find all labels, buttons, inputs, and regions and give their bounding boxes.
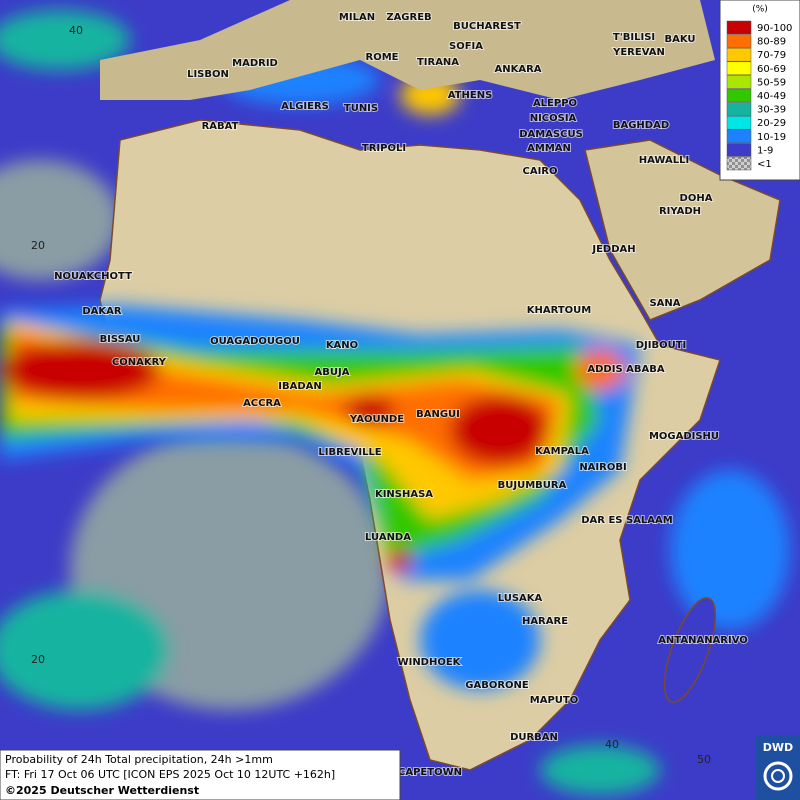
legend-swatch (726, 156, 752, 171)
legend-label: 70-79 (757, 50, 786, 61)
city-label: LUSAKA (498, 593, 543, 604)
city-label: DJIBOUTI (636, 340, 687, 351)
map-labels: MILAN ZAGREB BUCHAREST T'BILISI BAKU MADRID RO… (31, 11, 800, 779)
footer-copyright: ©2025 Deutscher Wetterdienst (5, 784, 199, 797)
city-label: BUJUMBURA (498, 480, 567, 491)
legend-swatch (726, 47, 752, 62)
city-label: ANTANANARIVO (658, 635, 748, 646)
legend-swatch (726, 129, 752, 144)
city-label: ROME (366, 52, 399, 63)
city-label: DAKAR (82, 306, 122, 317)
footer-title: Probability of 24h Total precipitation, … (5, 753, 273, 766)
legend-swatch (726, 143, 752, 157)
city-label: TIRANA (417, 57, 459, 68)
legend-title: (%) (752, 5, 768, 15)
logo-text: DWD (763, 741, 793, 754)
city-label: NAIROBI (579, 462, 626, 473)
city-label: NOUAKCHOTT (54, 271, 132, 282)
legend-label: 10-19 (757, 132, 786, 143)
city-label: LIBREVILLE (318, 447, 381, 458)
city-label: KAMPALA (535, 446, 589, 457)
city-label: KINSHASA (375, 489, 433, 500)
legend-label: <1 (757, 159, 772, 170)
city-label: ATHENS (448, 90, 493, 101)
legend-label: 50-59 (757, 77, 786, 88)
legend-swatch (726, 102, 752, 116)
legend-label: 40-49 (757, 91, 786, 102)
city-label: JEDDAH (591, 244, 635, 255)
city-label: DAMASCUS (519, 129, 583, 140)
city-label: CAPETOWN (398, 767, 462, 778)
city-label: ALGIERS (281, 101, 329, 112)
graticule-label: 50 (697, 753, 711, 766)
city-label: T'BILISI (613, 32, 655, 43)
legend-swatch (726, 20, 752, 35)
city-label: LUANDA (365, 532, 411, 543)
legend-swatch (726, 34, 752, 48)
city-label: NICOSIA (530, 113, 577, 124)
legend-label: 90-100 (757, 23, 792, 34)
legend-label: 30-39 (757, 105, 786, 116)
city-label: IBADAN (278, 381, 322, 392)
city-label: BAGHDAD (613, 120, 669, 131)
legend-swatch (726, 115, 752, 130)
city-label: KHARTOUM (527, 305, 592, 316)
legend-label: 20-29 (757, 118, 786, 129)
city-label: BISSAU (100, 334, 141, 345)
city-label: RIYADH (659, 206, 701, 217)
city-label: YEREVAN (612, 47, 665, 58)
city-label: ABUJA (315, 367, 350, 378)
city-label: SANA (649, 298, 680, 309)
footer: Probability of 24h Total precipitation, … (0, 749, 401, 800)
city-label: TRIPOLI (362, 143, 406, 154)
city-label: MILAN (339, 12, 375, 23)
city-label: OUAGADOUGOU (210, 336, 300, 347)
city-label: ALEPPO (533, 98, 577, 109)
legend-swatch (726, 61, 752, 76)
city-label: DOHA (680, 193, 713, 204)
legend-label: 1-9 (757, 145, 773, 156)
city-label: BUCHAREST (453, 21, 521, 32)
graticule-label: 40 (69, 24, 83, 37)
legend-swatch (726, 75, 752, 89)
city-label: KANO (326, 340, 358, 351)
city-label: GABORONE (465, 680, 529, 691)
city-label: ACCRA (243, 398, 281, 409)
city-label: TUNIS (344, 103, 378, 114)
city-label: MOGADISHU (649, 431, 719, 442)
city-label: DURBAN (510, 732, 558, 743)
city-label: DAR ES SALAAM (581, 515, 673, 526)
logo: DWD (756, 735, 800, 800)
city-label: HAWALLI (639, 155, 689, 166)
city-label: BAKU (664, 34, 695, 45)
city-label: SOFIA (449, 41, 483, 52)
city-label: AMMAN (527, 143, 571, 154)
graticule-label: 20 (31, 239, 45, 252)
city-label: MAPUTO (530, 695, 578, 706)
city-label: ANKARA (494, 64, 541, 75)
legend-label: 60-69 (757, 64, 786, 75)
city-label: LISBON (187, 69, 229, 80)
city-label: CAIRO (523, 166, 558, 177)
city-label: BANGUI (416, 409, 460, 420)
city-label: ADDIS ABABA (587, 364, 664, 375)
city-label: CONAKRY (112, 357, 167, 368)
city-label: RABAT (202, 121, 239, 132)
graticule-label: 20 (31, 653, 45, 666)
graticule-label: 40 (605, 738, 619, 751)
city-label: HARARE (522, 616, 568, 627)
city-label: YAOUNDE (349, 414, 404, 425)
legend: (%) 90-100 80-89 70-79 60-69 50-59 40-49 30-39… (719, 0, 800, 181)
footer-forecast: FT: Fri 17 Oct 06 UTC [ICON EPS 2025 Oct… (5, 768, 335, 781)
city-label: MADRID (232, 58, 278, 69)
legend-label: 80-89 (757, 37, 786, 48)
legend-swatch (726, 88, 752, 103)
city-label: WINDHOEK (398, 657, 462, 668)
city-label: ZAGREB (386, 12, 431, 23)
